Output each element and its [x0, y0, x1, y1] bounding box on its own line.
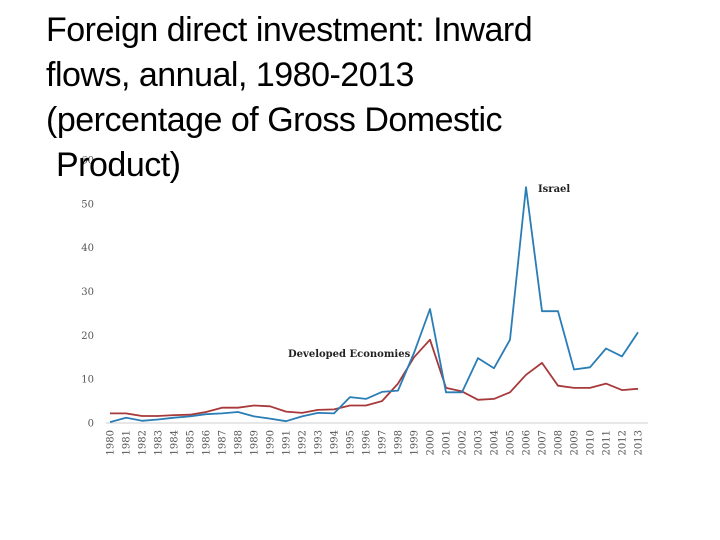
x-tick-label: 1992: [298, 430, 309, 455]
x-tick-label: 2013: [634, 430, 645, 455]
x-tick-label: 1988: [234, 430, 245, 455]
title-line-4: Product): [56, 146, 181, 184]
x-tick-label: 1986: [202, 430, 213, 455]
y-tick-label: 40: [81, 243, 94, 254]
title-line-3: (percentage of Gross Domestic: [46, 101, 503, 139]
x-tick-label: 2005: [506, 430, 517, 455]
title-line-1: Foreign direct investment: Inward: [46, 11, 533, 49]
title-line-2: flows, annual, 1980-2013: [46, 56, 414, 94]
series-line-developed-economies: [110, 338, 639, 417]
y-tick-label: 30: [81, 287, 94, 298]
x-tick-label: 1997: [378, 430, 389, 455]
x-tick-label: 1993: [314, 430, 325, 455]
y-axis: 0 10 20 30 40 50 60: [81, 156, 94, 430]
x-tick-label: 2000: [426, 430, 437, 455]
x-tick-label: 1998: [394, 430, 405, 455]
x-tick-label: 1995: [346, 430, 357, 455]
x-tick-label: 1996: [362, 430, 373, 455]
series-label-israel: Israel: [538, 184, 570, 195]
x-tick-label: 2012: [618, 430, 629, 455]
x-tick-label: 2006: [522, 430, 533, 455]
x-tick-label: 1984: [170, 430, 181, 455]
x-tick-label: 2007: [538, 430, 549, 455]
x-tick-label: 2010: [586, 430, 597, 455]
series-layer: [109, 186, 639, 423]
x-tick-label: 1980: [106, 430, 117, 455]
x-tick-label: 2008: [554, 430, 565, 455]
x-tick-label: 1991: [282, 430, 293, 455]
x-tick-label: 1990: [266, 430, 277, 455]
x-tick-label: 1981: [122, 430, 133, 455]
series-label-developed-economies: Developed Economies: [288, 349, 411, 360]
y-tick-label: 0: [88, 419, 94, 430]
x-tick-label: 1987: [218, 430, 229, 455]
x-tick-label: 1982: [138, 430, 149, 455]
x-tick-label: 1985: [186, 430, 197, 455]
y-tick-label: 60: [81, 156, 94, 167]
x-tick-label: 2001: [442, 430, 453, 455]
y-tick-label: 20: [81, 331, 94, 342]
x-tick-label: 2003: [474, 430, 485, 455]
y-tick-label: 50: [81, 199, 94, 210]
series-line-israel: [109, 186, 639, 423]
x-tick-label: 2009: [570, 430, 581, 455]
x-tick-label: 1983: [154, 430, 165, 455]
x-tick-label: 2002: [458, 430, 469, 455]
x-axis: 1980 1981 1982 1983 1984 1985 1986 1987 1988 1989…: [106, 422, 648, 455]
x-tick-label: 1989: [250, 430, 261, 455]
x-tick-label: 2004: [490, 430, 501, 455]
x-tick-label: 1994: [330, 430, 341, 455]
series-annotations: Israel Developed Economies: [288, 184, 570, 360]
y-tick-label: 10: [81, 375, 94, 386]
x-tick-label: 2011: [602, 430, 613, 455]
chart-title: Foreign direct investment: Inward flows,…: [46, 8, 686, 188]
x-tick-label: 1999: [410, 430, 421, 455]
